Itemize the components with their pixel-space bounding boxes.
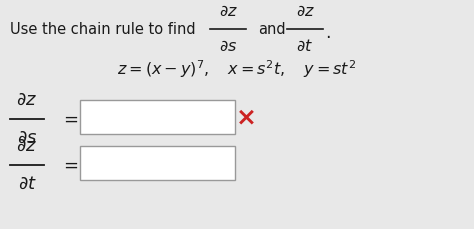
Text: Use the chain rule to find: Use the chain rule to find — [10, 22, 196, 37]
Text: $\partial s$: $\partial s$ — [17, 129, 37, 147]
Text: $\partial z$: $\partial z$ — [219, 4, 237, 19]
Bar — [80, 146, 235, 180]
Text: $\partial t$: $\partial t$ — [296, 39, 313, 54]
Text: $\partial z$: $\partial z$ — [17, 137, 37, 155]
Text: $\partial t$: $\partial t$ — [18, 175, 36, 193]
Text: $\partial z$: $\partial z$ — [17, 91, 37, 109]
Text: $z = (x - y)^7, \quad x = s^2t, \quad y = st^2$: $z = (x - y)^7, \quad x = s^2t, \quad y … — [118, 58, 356, 80]
Text: $=$: $=$ — [60, 110, 79, 128]
Text: $\partial s$: $\partial s$ — [219, 39, 237, 54]
Text: $\mathbf{\times}$: $\mathbf{\times}$ — [235, 105, 255, 129]
Text: .: . — [325, 24, 330, 42]
Text: $\partial z$: $\partial z$ — [295, 4, 314, 19]
Text: $=$: $=$ — [60, 156, 79, 174]
Bar — [80, 100, 235, 134]
Text: and: and — [258, 22, 286, 37]
